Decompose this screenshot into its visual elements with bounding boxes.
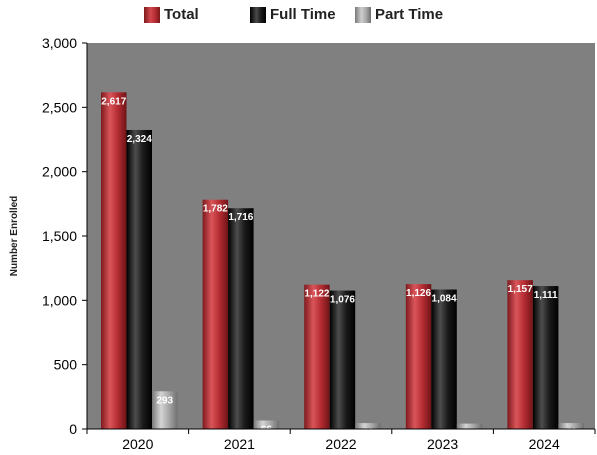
y-tick-label: 2,000 <box>42 164 77 180</box>
y-tick-label: 2,500 <box>42 99 77 115</box>
y-tick-label: 500 <box>54 357 78 373</box>
data-label-full-time-2024: 1,111 <box>534 290 558 301</box>
bar-total-2024 <box>507 280 533 429</box>
bars-layer <box>101 92 584 430</box>
y-axis-title: Number Enrolled <box>9 196 20 277</box>
bar-full-time-2022 <box>329 290 356 429</box>
bar-full-time-2020 <box>126 129 152 429</box>
legend-item-part-time: Part Time <box>355 6 443 23</box>
bar-total-2023 <box>405 284 432 429</box>
y-tick-label: 1,500 <box>42 228 77 244</box>
legend-swatch-total <box>144 6 160 23</box>
bar-part-time-2021 <box>253 420 280 429</box>
y-tick-label: 1,000 <box>42 292 77 308</box>
data-label-full-time-2022: 1,076 <box>330 295 355 306</box>
legend-item-full-time: Full Time <box>250 6 336 23</box>
bar-total-2021 <box>202 199 229 429</box>
legend-swatch-part-time <box>355 6 371 23</box>
bar-full-time-2021 <box>228 208 254 429</box>
bar-part-time-2020 <box>152 391 178 429</box>
bar-part-time-2022 <box>355 423 381 429</box>
data-label-full-time-2021: 1,716 <box>228 212 253 223</box>
data-label-part-time-2022: 46 <box>362 427 374 438</box>
x-tick-label: 2021 <box>224 436 255 452</box>
legend-label-total: Total <box>164 6 199 23</box>
data-label-full-time-2020: 2,324 <box>127 134 152 145</box>
data-label-total-2024: 1,157 <box>508 284 533 295</box>
x-tick-label: 2022 <box>325 436 356 452</box>
y-tick-label: 3,000 <box>42 35 77 51</box>
legend-label-part-time: Part Time <box>375 6 444 23</box>
data-label-total-2020: 2,617 <box>101 96 126 107</box>
data-label-part-time-2020: 293 <box>156 395 173 406</box>
data-label-part-time-2021: 66 <box>261 425 273 436</box>
bar-total-2022 <box>304 284 330 429</box>
y-tick-label: 0 <box>69 421 77 437</box>
bar-part-time-2023 <box>456 423 483 429</box>
data-label-full-time-2023: 1,084 <box>432 294 457 305</box>
bar-full-time-2024 <box>532 286 559 429</box>
x-axis: 2020 2021 2022 2023 2024 <box>86 428 596 452</box>
y-axis: 0 500 1,000 1,500 2,000 2,500 3,000 <box>42 35 88 437</box>
x-tick-label: 2023 <box>427 436 458 452</box>
data-label-total-2021: 1,782 <box>203 204 228 215</box>
data-label-part-time-2023: 42 <box>464 428 476 439</box>
legend-swatch-full-time <box>250 6 266 23</box>
x-tick-label: 2020 <box>122 436 153 452</box>
x-tick-label: 2024 <box>529 436 560 452</box>
legend-item-total: Total <box>144 6 199 23</box>
data-label-part-time-2024: 46 <box>566 427 578 438</box>
data-label-total-2022: 1,122 <box>304 289 329 300</box>
bar-total-2020 <box>101 92 127 430</box>
legend-label-full-time: Full Time <box>270 6 336 23</box>
data-labels-layer: 2,617 1,782 1,122 1,126 1,157 2,324 1,716 1,076… <box>101 96 577 438</box>
bar-part-time-2024 <box>558 423 584 429</box>
legend: Total Full Time Part Time <box>0 6 597 28</box>
bar-full-time-2023 <box>431 289 457 429</box>
data-label-total-2023: 1,126 <box>406 288 431 299</box>
